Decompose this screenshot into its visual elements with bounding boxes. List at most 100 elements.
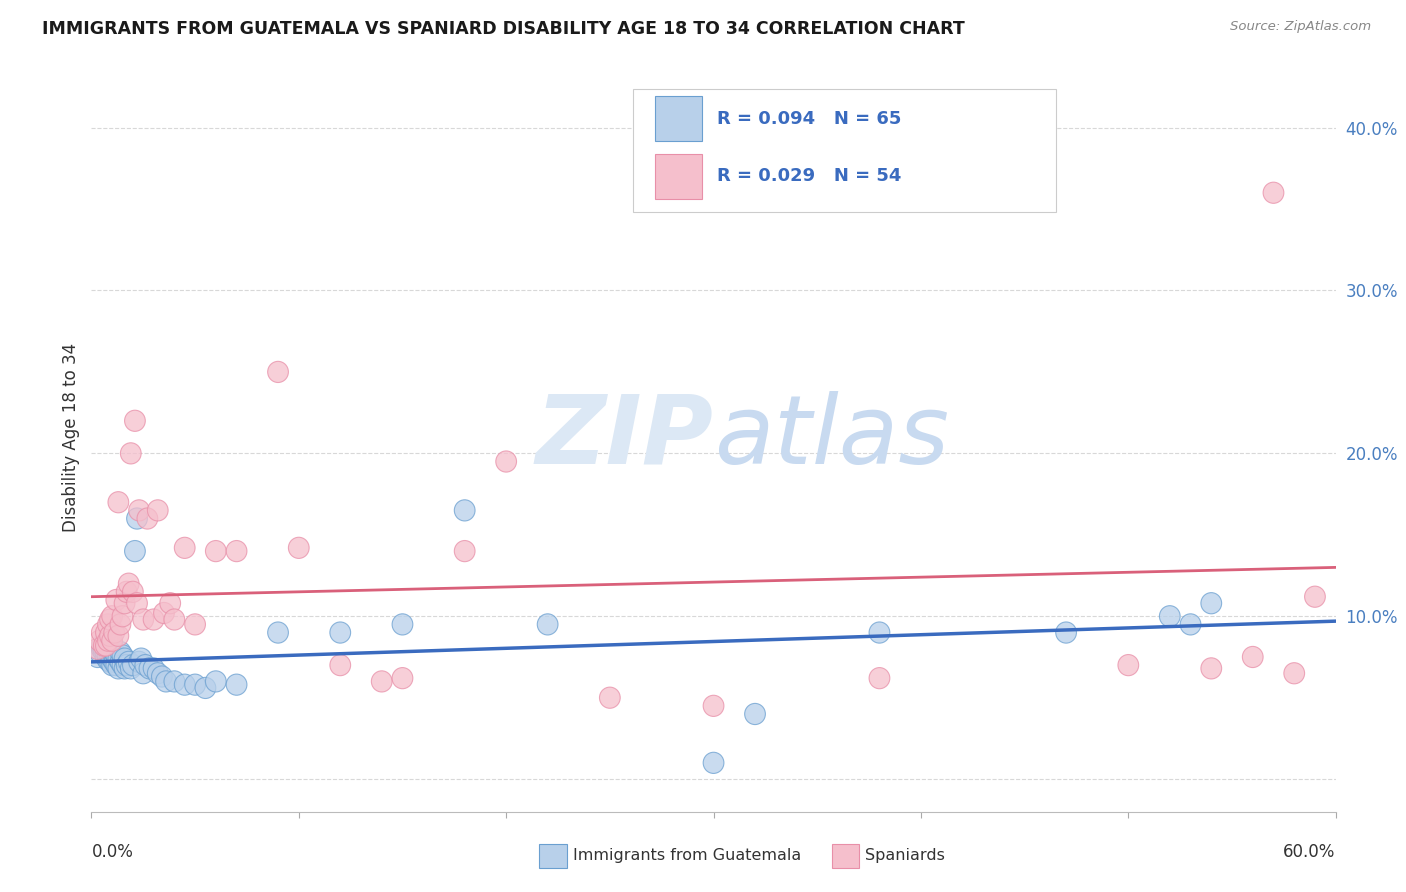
Ellipse shape	[125, 410, 145, 432]
Ellipse shape	[91, 635, 112, 657]
Ellipse shape	[537, 614, 558, 635]
Ellipse shape	[745, 704, 765, 724]
Bar	[832, 844, 859, 868]
Ellipse shape	[93, 635, 114, 657]
Ellipse shape	[93, 639, 114, 659]
Ellipse shape	[132, 609, 153, 630]
Ellipse shape	[392, 614, 413, 635]
Ellipse shape	[104, 641, 125, 663]
Ellipse shape	[1201, 592, 1222, 614]
Ellipse shape	[122, 655, 143, 676]
Ellipse shape	[87, 639, 108, 659]
Ellipse shape	[105, 590, 127, 610]
Bar	[540, 844, 567, 868]
Ellipse shape	[96, 622, 117, 643]
Ellipse shape	[174, 674, 195, 695]
Ellipse shape	[118, 573, 139, 594]
Ellipse shape	[108, 491, 129, 513]
Text: R = 0.029   N = 54: R = 0.029 N = 54	[717, 168, 901, 186]
Text: Spaniards: Spaniards	[865, 848, 945, 863]
Ellipse shape	[205, 541, 226, 562]
Ellipse shape	[122, 582, 143, 602]
Text: Source: ZipAtlas.com: Source: ZipAtlas.com	[1230, 20, 1371, 33]
Ellipse shape	[288, 537, 309, 558]
Ellipse shape	[90, 630, 110, 651]
Ellipse shape	[143, 657, 165, 679]
Ellipse shape	[101, 655, 122, 676]
Ellipse shape	[118, 651, 139, 673]
Ellipse shape	[97, 645, 118, 666]
Ellipse shape	[100, 625, 121, 647]
Ellipse shape	[129, 651, 149, 673]
Text: atlas: atlas	[713, 391, 949, 483]
Ellipse shape	[100, 645, 121, 666]
Ellipse shape	[267, 622, 288, 643]
Ellipse shape	[97, 630, 118, 651]
Ellipse shape	[91, 622, 112, 643]
Ellipse shape	[91, 639, 112, 659]
Ellipse shape	[108, 648, 129, 669]
Ellipse shape	[1201, 657, 1222, 679]
Ellipse shape	[330, 622, 350, 643]
Ellipse shape	[1305, 586, 1326, 607]
Text: 60.0%: 60.0%	[1284, 843, 1336, 861]
Ellipse shape	[108, 625, 129, 647]
Ellipse shape	[148, 500, 169, 521]
Ellipse shape	[127, 508, 148, 529]
Ellipse shape	[143, 609, 165, 630]
Ellipse shape	[454, 500, 475, 521]
Ellipse shape	[100, 639, 121, 659]
Ellipse shape	[132, 663, 153, 684]
Ellipse shape	[129, 500, 149, 521]
Ellipse shape	[105, 655, 127, 676]
Text: ZIP: ZIP	[536, 391, 713, 483]
Ellipse shape	[114, 657, 135, 679]
Ellipse shape	[1180, 614, 1201, 635]
Ellipse shape	[184, 614, 205, 635]
Ellipse shape	[156, 671, 176, 692]
Ellipse shape	[100, 651, 121, 673]
Ellipse shape	[599, 687, 620, 708]
Ellipse shape	[496, 451, 516, 472]
Text: R = 0.094   N = 65: R = 0.094 N = 65	[717, 110, 901, 128]
Ellipse shape	[174, 537, 195, 558]
Ellipse shape	[121, 657, 141, 679]
Ellipse shape	[330, 655, 350, 676]
Ellipse shape	[165, 609, 184, 630]
Ellipse shape	[1263, 182, 1284, 203]
Ellipse shape	[104, 622, 125, 643]
Ellipse shape	[93, 641, 114, 663]
Text: 0.0%: 0.0%	[91, 843, 134, 861]
Ellipse shape	[112, 645, 132, 666]
Ellipse shape	[184, 674, 205, 695]
Ellipse shape	[1160, 606, 1180, 627]
Ellipse shape	[135, 655, 156, 676]
Text: Immigrants from Guatemala: Immigrants from Guatemala	[572, 848, 801, 863]
Ellipse shape	[108, 657, 129, 679]
Ellipse shape	[205, 671, 226, 692]
Ellipse shape	[110, 641, 131, 663]
Ellipse shape	[101, 648, 122, 669]
Ellipse shape	[101, 630, 122, 651]
Ellipse shape	[371, 671, 392, 692]
Ellipse shape	[703, 752, 724, 773]
Ellipse shape	[101, 641, 122, 663]
Ellipse shape	[226, 674, 247, 695]
Ellipse shape	[139, 657, 160, 679]
Ellipse shape	[96, 641, 117, 663]
Ellipse shape	[703, 695, 724, 716]
Ellipse shape	[1056, 622, 1077, 643]
Ellipse shape	[117, 655, 136, 676]
Ellipse shape	[226, 541, 247, 562]
Ellipse shape	[101, 630, 122, 651]
Ellipse shape	[1243, 647, 1263, 667]
Ellipse shape	[152, 666, 173, 687]
Ellipse shape	[96, 647, 117, 667]
Ellipse shape	[112, 606, 132, 627]
Ellipse shape	[1118, 655, 1139, 676]
Ellipse shape	[1284, 663, 1305, 684]
Ellipse shape	[101, 635, 122, 657]
Ellipse shape	[101, 606, 122, 627]
Ellipse shape	[110, 651, 131, 673]
Ellipse shape	[97, 649, 118, 671]
